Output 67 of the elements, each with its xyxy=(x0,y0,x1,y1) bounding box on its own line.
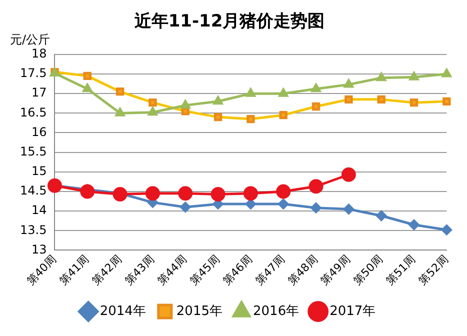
x-tick-label: 第45周 xyxy=(188,252,222,288)
y-axis-title: 元/公斤 xyxy=(10,32,50,47)
y-tick-label: 17.5 xyxy=(20,66,47,80)
point xyxy=(245,198,256,210)
x-tick-label: 第41周 xyxy=(56,252,92,288)
point xyxy=(83,72,92,80)
point xyxy=(310,202,322,214)
point xyxy=(243,186,258,201)
point xyxy=(410,98,418,107)
point xyxy=(148,98,157,107)
point xyxy=(115,108,125,116)
point xyxy=(214,112,222,122)
chart-title: 近年11-12月猪价走势图 xyxy=(133,12,325,32)
point xyxy=(377,95,386,104)
x-tick-label: 第49周 xyxy=(318,252,353,288)
point xyxy=(409,72,419,80)
x-tick-label: 第47周 xyxy=(252,252,288,288)
point xyxy=(278,198,289,210)
x-tick-label: 第43周 xyxy=(122,252,157,288)
x-tick-label: 第48周 xyxy=(286,252,320,288)
y-tick-label: 16 xyxy=(31,124,47,139)
point xyxy=(308,179,324,194)
x-tick-label: 第42周 xyxy=(90,252,124,288)
y-tick-label: 14.5 xyxy=(20,184,47,198)
point xyxy=(408,220,420,230)
point xyxy=(148,107,158,116)
x-tick-label: 第46周 xyxy=(220,252,255,288)
x-tick-label: 第44周 xyxy=(154,252,190,288)
point xyxy=(116,88,124,96)
legend-label: 2017年 xyxy=(330,304,376,319)
legend-label: 2015年 xyxy=(176,304,223,319)
point xyxy=(441,224,452,236)
legend-label: 2016年 xyxy=(253,304,300,319)
y-tick-label: 14 xyxy=(31,203,47,218)
point xyxy=(442,97,451,106)
point xyxy=(213,96,223,105)
x-tick-label: 第50周 xyxy=(350,252,386,288)
point xyxy=(311,84,321,92)
x-tick-label: 第52周 xyxy=(416,252,451,288)
x-tick-label: 第51周 xyxy=(384,252,418,288)
point xyxy=(210,186,226,202)
point xyxy=(246,88,256,97)
point xyxy=(82,84,92,92)
point xyxy=(312,102,320,111)
point xyxy=(180,100,190,109)
point xyxy=(145,186,160,201)
point xyxy=(80,184,95,199)
point xyxy=(376,210,387,221)
point xyxy=(278,88,288,97)
point xyxy=(341,167,356,182)
y-tick-label: 16.5 xyxy=(20,105,47,120)
y-tick-label: 18 xyxy=(31,46,47,61)
point xyxy=(344,79,354,88)
legend-label: 2014年 xyxy=(100,304,146,319)
y-tick-label: 15 xyxy=(31,164,47,178)
y-tick-label: 13.5 xyxy=(20,222,47,237)
point xyxy=(343,204,354,214)
point xyxy=(276,184,291,199)
point xyxy=(246,114,255,124)
point xyxy=(279,111,288,120)
point xyxy=(376,72,386,82)
y-tick-label: 17 xyxy=(31,86,47,100)
point xyxy=(442,68,452,78)
point xyxy=(180,202,191,212)
point xyxy=(178,186,193,201)
point xyxy=(344,95,353,104)
y-tick-label: 15.5 xyxy=(20,144,47,158)
